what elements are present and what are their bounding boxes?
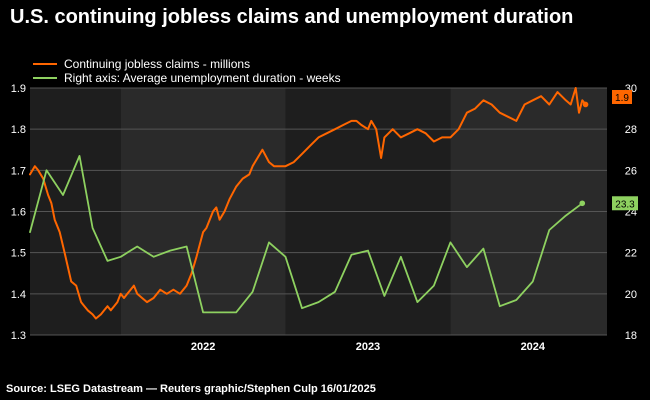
legend: Continuing jobless claims - millionsRigh… — [33, 57, 341, 85]
left-axis-tick-label: 1.9 — [11, 83, 26, 95]
right-axis-tick-label: 22 — [625, 248, 637, 260]
left-axis-tick-label: 1.8 — [11, 124, 26, 136]
x-axis-year-label: 2024 — [521, 341, 546, 353]
right-axis-tick-label: 28 — [625, 124, 637, 136]
end-badge-label: 23.3 — [615, 199, 635, 210]
x-axis-year-label: 2022 — [191, 341, 215, 353]
legend-label: Right axis: Average unemployment duratio… — [64, 71, 341, 85]
duration-end-marker — [579, 200, 586, 207]
legend-label: Continuing jobless claims - millions — [64, 57, 250, 71]
end-badges: 1.9 23.3 — [612, 90, 638, 211]
end-badge-label: 1.9 — [615, 93, 629, 104]
x-axis-year-label: 2023 — [356, 341, 380, 353]
claims-end-badge — [612, 90, 632, 104]
left-axis-tick-label: 1.3 — [11, 330, 26, 342]
right-axis-tick-label: 18 — [625, 330, 637, 342]
source-note: Source: LSEG Datastream — Reuters graphi… — [6, 383, 376, 395]
left-axis-tick-label: 1.5 — [11, 248, 26, 260]
right-axis-tick-label: 26 — [625, 165, 637, 177]
left-axis-tick-label: 1.6 — [11, 207, 26, 219]
left-axis-tick-label: 1.7 — [11, 165, 26, 177]
left-axis-tick-label: 1.4 — [11, 289, 26, 301]
right-axis-tick-label: 20 — [625, 289, 637, 301]
chart-title: U.S. continuing jobless claims and unemp… — [10, 6, 574, 28]
claims-series-line — [29, 87, 587, 320]
duration-end-badge — [612, 196, 638, 211]
duration-series-line — [29, 155, 584, 314]
claims-end-marker — [582, 101, 589, 108]
series-lines — [29, 87, 589, 320]
